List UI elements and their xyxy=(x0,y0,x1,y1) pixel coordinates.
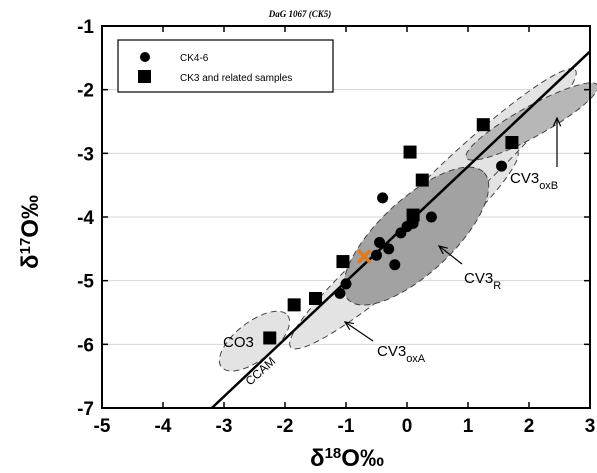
ck3-point xyxy=(415,173,429,187)
cv3-oxb-arrow-head xyxy=(552,116,562,127)
ck3-point xyxy=(287,298,301,312)
ck4-6-point xyxy=(389,259,401,271)
y-tick-label: -3 xyxy=(77,144,94,165)
legend-label-ck3: CK3 and related samples xyxy=(180,73,292,84)
y-tick-label: -2 xyxy=(77,81,94,102)
x-tick-label: 0 xyxy=(402,416,413,437)
ck4-6-point xyxy=(371,249,382,261)
ck4-6-point xyxy=(377,192,389,204)
ck3-point xyxy=(309,291,322,305)
x-tick-label: 1 xyxy=(463,416,474,437)
y-tick-label: -7 xyxy=(77,399,94,420)
x-tick-label: -5 xyxy=(94,416,111,437)
ck3-point xyxy=(476,118,490,132)
cv3-oxb-inner-region xyxy=(465,82,597,161)
legend-box xyxy=(117,39,334,93)
cv3-r-region xyxy=(343,166,490,306)
y-tick-label: -5 xyxy=(77,272,94,293)
x-axis-label: δ18O‰ xyxy=(310,445,384,473)
cv3-r-arrow-head xyxy=(437,245,448,255)
ck4-6-point xyxy=(334,287,346,299)
cv3-oxa-arrow-head xyxy=(343,321,354,330)
cv3-oxb-label: CV3oxB xyxy=(510,170,558,192)
ck3-point xyxy=(406,208,420,222)
ck3-point xyxy=(263,331,277,345)
co3-label: CO3 xyxy=(223,334,254,351)
y-tick-label: -1 xyxy=(77,17,94,38)
cv3-r-label: CV3R xyxy=(464,270,501,292)
y-axis-label: δ17O‰ xyxy=(17,195,45,269)
x-tick-label: 3 xyxy=(585,416,596,437)
y-tick-label: -4 xyxy=(77,208,94,229)
cv3-oxa-label: CV3oxA xyxy=(377,343,426,365)
ck4-6-point xyxy=(496,160,508,172)
ck4-6-point xyxy=(425,211,437,223)
axis-ticks: -5 -4 -3 -2 -1 0 1 2 3 -1 -2 -3 -4 -5 -6 -7 xyxy=(77,17,595,437)
ck3-point xyxy=(505,136,519,150)
chart-title: DaG 1067 (CK5) xyxy=(268,9,332,19)
cv3-oxa-arrow xyxy=(344,321,374,342)
dag-1067-highlight-marker xyxy=(357,249,372,264)
ck4-6-point xyxy=(383,243,395,255)
ck4-6-point xyxy=(374,236,386,248)
ck3-point xyxy=(336,255,350,269)
x-tick-label: 2 xyxy=(524,416,535,437)
ck3-point xyxy=(403,145,417,159)
y-tick-label: -6 xyxy=(77,335,94,356)
co3-region xyxy=(218,310,291,372)
legend-square-marker xyxy=(138,70,151,83)
x-tick-label: -3 xyxy=(216,416,233,437)
x-tick-label: -2 xyxy=(277,416,294,437)
x-tick-label: -4 xyxy=(155,416,172,437)
ck4-6-point xyxy=(340,278,352,290)
data-points xyxy=(263,118,519,345)
legend-label-ck4-6: CK4-6 xyxy=(180,53,209,64)
cv3-r-arrow xyxy=(438,245,463,265)
legend-circle-marker xyxy=(140,52,150,62)
x-tick-label: -1 xyxy=(338,416,355,437)
legend: CK4-6 CK3 and related samples xyxy=(117,39,334,93)
